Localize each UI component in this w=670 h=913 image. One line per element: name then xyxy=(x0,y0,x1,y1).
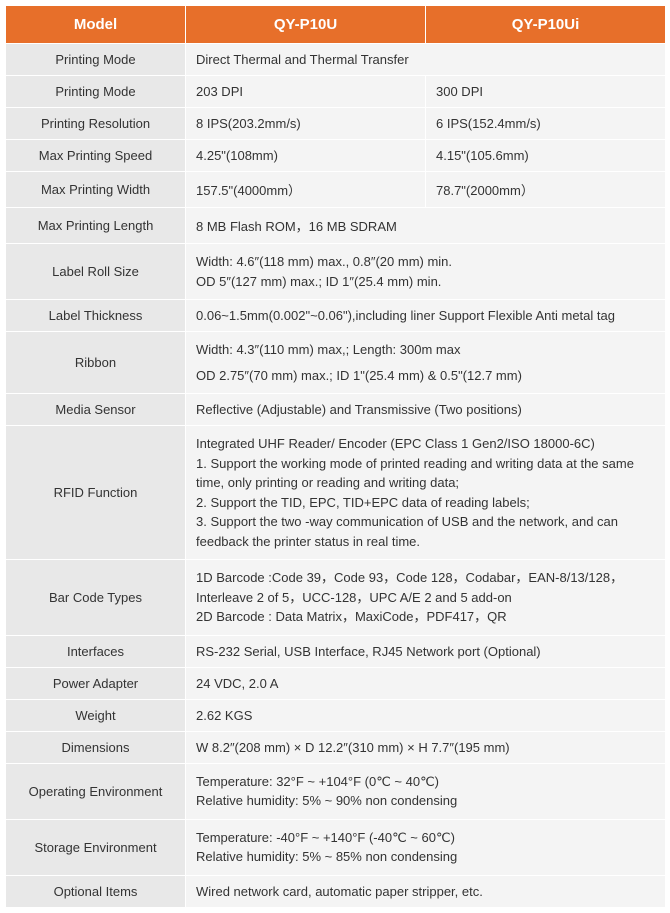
table-row: Max Printing Width 157.5"(4000mm） 78.7"(… xyxy=(6,172,666,208)
value-line: Integrated UHF Reader/ Encoder (EPC Clas… xyxy=(196,434,655,454)
table-row: Interfaces RS-232 Serial, USB Interface,… xyxy=(6,635,666,667)
value-line: 1D Barcode :Code 39，Code 93，Code 128，Cod… xyxy=(196,568,655,607)
row-label: Max Printing Width xyxy=(6,172,186,208)
row-value: 4.25"(108mm) xyxy=(186,140,426,172)
row-value: W 8.2″(208 mm) × D 12.2″(310 mm) × H 7.7… xyxy=(186,731,666,763)
row-label: Max Printing Length xyxy=(6,208,186,244)
header-row: Model QY-P10U QY-P10Ui xyxy=(6,6,666,44)
row-value: 6 IPS(152.4mm/s) xyxy=(426,108,666,140)
row-label: Max Printing Speed xyxy=(6,140,186,172)
row-label: Label Thickness xyxy=(6,300,186,332)
row-label: Printing Resolution xyxy=(6,108,186,140)
table-row: Bar Code Types 1D Barcode :Code 39，Code … xyxy=(6,560,666,636)
row-value: 78.7"(2000mm） xyxy=(426,172,666,208)
table-row: Label Roll Size Width: 4.6″(118 mm) max.… xyxy=(6,244,666,300)
row-value: Integrated UHF Reader/ Encoder (EPC Clas… xyxy=(186,426,666,560)
table-row: Label Thickness 0.06~1.5mm(0.002"~0.06")… xyxy=(6,300,666,332)
row-value: 300 DPI xyxy=(426,76,666,108)
row-label: Power Adapter xyxy=(6,667,186,699)
row-value: 24 VDC, 2.0 A xyxy=(186,667,666,699)
row-value: Temperature: 32°F ~ +104°F (0℃ ~ 40℃) Re… xyxy=(186,763,666,819)
value-line: 2. Support the TID, EPC, TID+EPC data of… xyxy=(196,493,655,513)
table-row: Max Printing Speed 4.25"(108mm) 4.15"(10… xyxy=(6,140,666,172)
row-value: 8 IPS(203.2mm/s) xyxy=(186,108,426,140)
value-line: 3. Support the two -way communication of… xyxy=(196,512,655,551)
value-line: Temperature: 32°F ~ +104°F (0℃ ~ 40℃) xyxy=(196,772,655,792)
header-model: Model xyxy=(6,6,186,44)
row-value: RS-232 Serial, USB Interface, RJ45 Netwo… xyxy=(186,635,666,667)
row-label: Printing Mode xyxy=(6,44,186,76)
value-line: 1. Support the working mode of printed r… xyxy=(196,454,655,493)
table-row: Dimensions W 8.2″(208 mm) × D 12.2″(310 … xyxy=(6,731,666,763)
row-label: Weight xyxy=(6,699,186,731)
value-line: OD 2.75″(70 mm) max.; ID 1"(25.4 mm) & 0… xyxy=(196,366,655,386)
spec-table: Model QY-P10U QY-P10Ui Printing Mode Dir… xyxy=(5,5,666,908)
header-qy-p10u: QY-P10U xyxy=(186,6,426,44)
row-value: 8 MB Flash ROM，16 MB SDRAM xyxy=(186,208,666,244)
row-value: Width: 4.3″(110 mm) max,; Length: 300m m… xyxy=(186,332,666,394)
value-line: Width: 4.3″(110 mm) max,; Length: 300m m… xyxy=(196,340,655,360)
row-value: Reflective (Adjustable) and Transmissive… xyxy=(186,394,666,426)
table-row: Printing Resolution 8 IPS(203.2mm/s) 6 I… xyxy=(6,108,666,140)
table-row: Printing Mode 203 DPI 300 DPI xyxy=(6,76,666,108)
row-value: 2.62 KGS xyxy=(186,699,666,731)
row-label: Dimensions xyxy=(6,731,186,763)
row-value: Direct Thermal and Thermal Transfer xyxy=(186,44,666,76)
table-row: Storage Environment Temperature: -40°F ~… xyxy=(6,819,666,875)
row-value: 0.06~1.5mm(0.002"~0.06"),including liner… xyxy=(186,300,666,332)
table-row: RFID Function Integrated UHF Reader/ Enc… xyxy=(6,426,666,560)
row-value: 1D Barcode :Code 39，Code 93，Code 128，Cod… xyxy=(186,560,666,636)
table-row: Max Printing Length 8 MB Flash ROM，16 MB… xyxy=(6,208,666,244)
row-label: Interfaces xyxy=(6,635,186,667)
row-label: RFID Function xyxy=(6,426,186,560)
row-value: Width: 4.6″(118 mm) max., 0.8″(20 mm) mi… xyxy=(186,244,666,300)
row-value: Temperature: -40°F ~ +140°F (-40℃ ~ 60℃)… xyxy=(186,819,666,875)
row-value: 4.15"(105.6mm) xyxy=(426,140,666,172)
value-line: OD 5″(127 mm) max.; ID 1″(25.4 mm) min. xyxy=(196,272,655,292)
row-value: 203 DPI xyxy=(186,76,426,108)
value-line: Width: 4.6″(118 mm) max., 0.8″(20 mm) mi… xyxy=(196,252,655,272)
value-line: Temperature: -40°F ~ +140°F (-40℃ ~ 60℃) xyxy=(196,828,655,848)
value-line: 2D Barcode : Data Matrix，MaxiCode，PDF417… xyxy=(196,607,655,627)
value-line: Relative humidity: 5% ~ 85% non condensi… xyxy=(196,847,655,867)
table-row: Ribbon Width: 4.3″(110 mm) max,; Length:… xyxy=(6,332,666,394)
table-row: Weight 2.62 KGS xyxy=(6,699,666,731)
header-qy-p10ui: QY-P10Ui xyxy=(426,6,666,44)
table-row: Power Adapter 24 VDC, 2.0 A xyxy=(6,667,666,699)
row-label: Storage Environment xyxy=(6,819,186,875)
row-label: Label Roll Size xyxy=(6,244,186,300)
row-value: 157.5"(4000mm） xyxy=(186,172,426,208)
row-label: Media Sensor xyxy=(6,394,186,426)
table-row: Printing Mode Direct Thermal and Thermal… xyxy=(6,44,666,76)
row-label: Printing Mode xyxy=(6,76,186,108)
table-row: Media Sensor Reflective (Adjustable) and… xyxy=(6,394,666,426)
row-label: Ribbon xyxy=(6,332,186,394)
row-label: Operating Environment xyxy=(6,763,186,819)
value-line: Relative humidity: 5% ~ 90% non condensi… xyxy=(196,791,655,811)
table-row: Operating Environment Temperature: 32°F … xyxy=(6,763,666,819)
row-label: Bar Code Types xyxy=(6,560,186,636)
